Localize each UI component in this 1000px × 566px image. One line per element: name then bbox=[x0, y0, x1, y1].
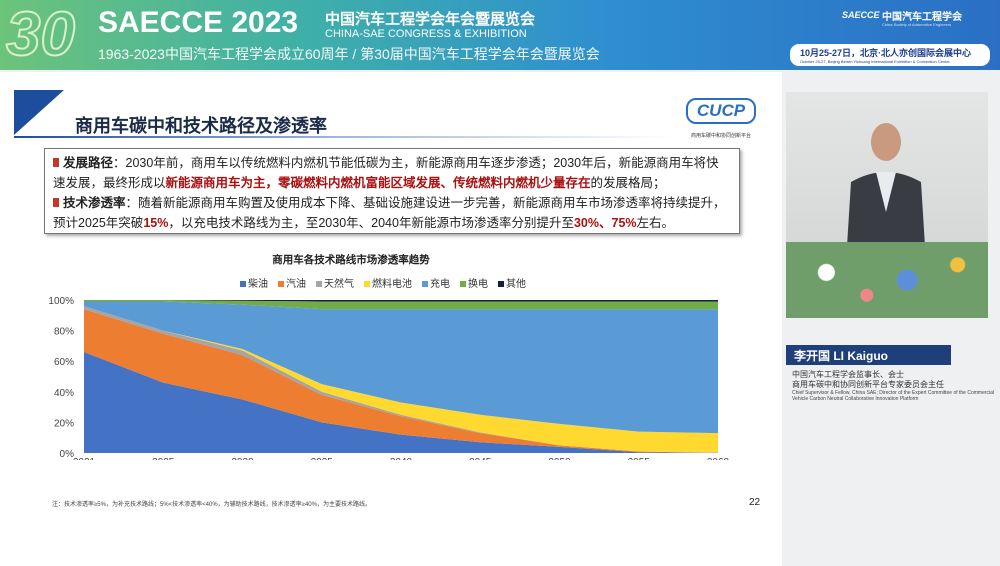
chart-legend: 柴油 汽油 天然气 燃料电池 充电 换电 其他 bbox=[240, 275, 526, 290]
bullet-highlight: 15% bbox=[143, 216, 169, 230]
slide: 商用车碳中和技术路径及渗透率 CUCP 商用车碳中和协同创新平台 发展路径：203… bbox=[0, 72, 782, 566]
bullet-text: 的发展格局； bbox=[590, 176, 666, 190]
legend-label: 柴油 bbox=[248, 279, 268, 290]
bullet-icon bbox=[53, 198, 59, 207]
legend-item: 其他 bbox=[498, 275, 526, 290]
legend-swatch bbox=[364, 281, 370, 287]
legend-label: 汽油 bbox=[286, 279, 306, 290]
summary-box: 发展路径：2030年前，商用车以传统燃料内燃机节能低碳为主，新能源商用车逐步渗透… bbox=[44, 148, 740, 234]
legend-label: 充电 bbox=[430, 279, 450, 290]
date-text: 10月25-27日，北京·北人亦创国际会展中心 bbox=[800, 48, 972, 58]
legend-swatch bbox=[316, 281, 322, 287]
date-text-en: October 25-27, Beijing Beiren Yichuang I… bbox=[800, 59, 950, 64]
bullet-text: 左右。 bbox=[636, 216, 675, 230]
legend-label: 其他 bbox=[506, 279, 526, 290]
anniversary-logo: 30 bbox=[5, 0, 76, 69]
bullet-label: 发展路径 bbox=[63, 156, 114, 170]
y-tick-label: 60% bbox=[54, 357, 74, 368]
flower-arrangement bbox=[786, 242, 988, 318]
y-tick-label: 80% bbox=[54, 327, 74, 338]
bullet-text: ：随着新能源商用车购置及使用成本下降、基础设施建设进一步完善，新能源商用车市场渗… bbox=[53, 196, 726, 230]
legend-item: 燃料电池 bbox=[364, 275, 412, 290]
area-汽油 bbox=[84, 309, 718, 453]
x-tick-label: 2050 bbox=[548, 457, 571, 460]
cucp-logo-text: CUCP bbox=[686, 98, 756, 124]
title-underline bbox=[14, 136, 674, 138]
legend-item: 柴油 bbox=[240, 275, 268, 290]
bullet-highlight: 30%、75% bbox=[573, 216, 637, 230]
x-tick-label: 2060 bbox=[707, 457, 730, 460]
legend-swatch bbox=[240, 281, 246, 287]
legend-item: 充电 bbox=[422, 275, 450, 290]
area-换电 bbox=[84, 300, 718, 310]
bullet-label: 技术渗透率 bbox=[63, 196, 126, 210]
bullet-icon bbox=[53, 158, 59, 167]
event-title-cn: 中国汽车工程学会年会暨展览会 bbox=[325, 11, 536, 28]
legend-item: 汽油 bbox=[278, 275, 306, 290]
area-充电 bbox=[84, 301, 718, 434]
area-其他 bbox=[84, 300, 718, 302]
x-tick-label: 2055 bbox=[628, 457, 651, 460]
x-tick-label: 2045 bbox=[469, 457, 492, 460]
event-header: 30 SAECCE 2023 中国汽车工程学会年会暨展览会 CHINA-SAE … bbox=[0, 0, 1000, 70]
event-name: SAECCE 2023 bbox=[98, 6, 299, 39]
title-accent bbox=[14, 90, 64, 135]
y-tick-label: 0% bbox=[60, 449, 75, 460]
area-柴油 bbox=[84, 352, 718, 453]
area-燃料电池 bbox=[84, 306, 718, 453]
legend-swatch bbox=[498, 281, 504, 287]
event-date: 10月25-27日，北京·北人亦创国际会展中心 October 25-27, Be… bbox=[790, 44, 990, 66]
x-tick-label: 2025 bbox=[152, 457, 175, 460]
role-cn-1: 中国汽车工程学会监事长、会士 bbox=[792, 370, 904, 379]
y-tick-label: 100% bbox=[48, 296, 74, 307]
legend-label: 天然气 bbox=[324, 279, 354, 290]
role-en: Chief Supervisor & Fellow, China SAE; Di… bbox=[792, 390, 995, 402]
area-chart: 0% 20% 40% 60% 80% 100% 2021 2025 2030 2035 2040 20… bbox=[48, 296, 730, 460]
speaker-role: 中国汽车工程学会监事长、会士 商用车碳中和协同创新平台专家委员会主任 Chief S… bbox=[792, 370, 1000, 402]
org-name: 中国汽车工程学会 bbox=[882, 12, 962, 23]
speaker-video bbox=[786, 92, 988, 318]
legend-label: 燃料电池 bbox=[372, 279, 412, 290]
slide-title: 商用车碳中和技术路径及渗透率 bbox=[75, 116, 327, 136]
bullet-text: ，以充电技术路线为主，至2030年、2040年新能源市场渗透率分别提升至 bbox=[168, 216, 574, 230]
y-tick-label: 40% bbox=[54, 388, 74, 399]
saecce-logo: SAECCE bbox=[842, 10, 880, 20]
bullet-highlight: 新能源商用车为主，零碳燃料内燃机富能区域发展、传统燃料内燃机少量存在 bbox=[165, 176, 591, 190]
x-tick-label: 2030 bbox=[231, 457, 254, 460]
chart-title: 商用车各技术路线市场渗透率趋势 bbox=[272, 254, 430, 266]
y-tick-label: 20% bbox=[54, 418, 74, 429]
org-name-en: China Society of Automotive Engineers bbox=[882, 22, 952, 27]
legend-swatch bbox=[422, 281, 428, 287]
legend-swatch bbox=[460, 281, 466, 287]
page-number: 22 bbox=[749, 497, 761, 508]
event-title-en: CHINA-SAE CONGRESS & EXHIBITION bbox=[325, 28, 527, 40]
bullet-penetration: 技术渗透率：随着新能源商用车购置及使用成本下降、基础设施建设进一步完善，新能源商… bbox=[53, 193, 731, 233]
legend-item: 换电 bbox=[460, 275, 488, 290]
legend-label: 换电 bbox=[468, 279, 488, 290]
legend-swatch bbox=[278, 281, 284, 287]
footnote: 注：技术渗透率≥5%，为补充技术路线；5%<技术渗透率<40%，为辅助技术路线，… bbox=[52, 502, 371, 508]
x-tick-label: 2035 bbox=[311, 457, 334, 460]
event-subtitle: 1963-2023中国汽车工程学会成立60周年 / 第30届中国汽车工程学会年会… bbox=[98, 46, 600, 62]
x-tick-label: 2040 bbox=[390, 457, 413, 460]
x-tick-label: 2021 bbox=[73, 457, 96, 460]
bullet-text: ：2030年前，商用车以传统燃料内燃机节能低碳为主，新能源商用车逐步渗透；203… bbox=[53, 156, 719, 190]
speaker-figure bbox=[846, 123, 926, 262]
bullet-development-path: 发展路径：2030年前，商用车以传统燃料内燃机节能低碳为主，新能源商用车逐步渗透… bbox=[53, 153, 731, 193]
speaker-name: 李开国 LI Kaiguo bbox=[786, 345, 951, 365]
legend-item: 天然气 bbox=[316, 275, 354, 290]
cucp-logo-sub: 商用车碳中和协同创新平台 bbox=[690, 133, 751, 139]
role-cn-2: 商用车碳中和协同创新平台专家委员会主任 bbox=[792, 380, 944, 389]
cucp-logo: CUCP 商用车碳中和协同创新平台 bbox=[686, 98, 756, 139]
